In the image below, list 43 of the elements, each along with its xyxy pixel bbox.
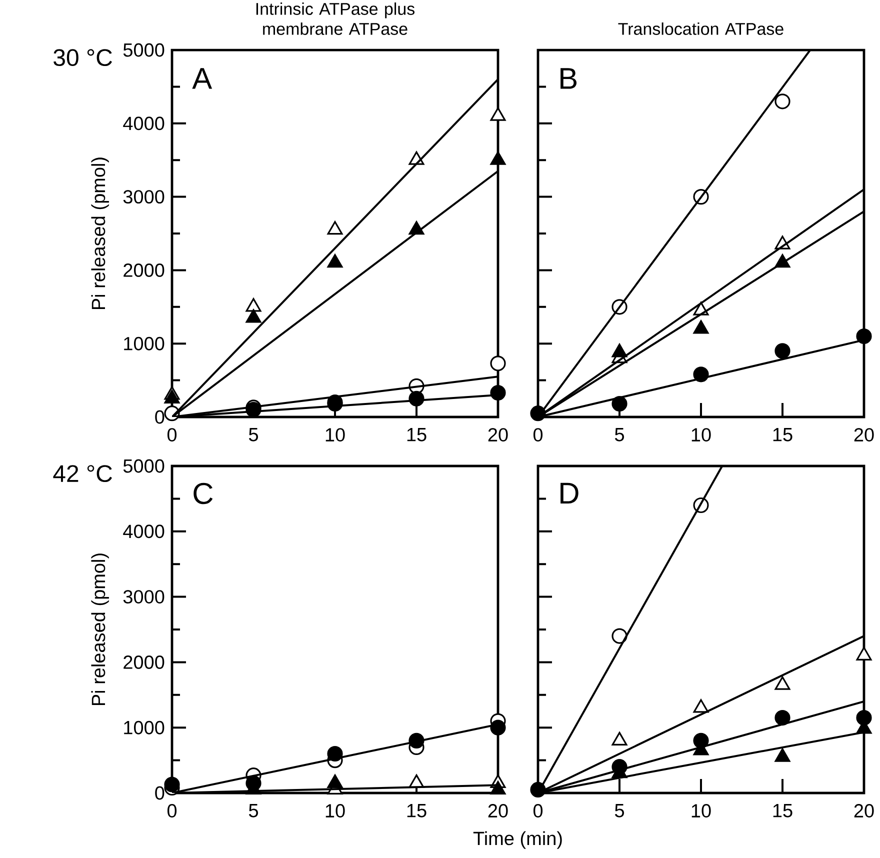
- text: 42 °C: [53, 465, 112, 482]
- text: 30 °C: [54, 49, 112, 66]
- y-tick-label: 2000: [124, 263, 164, 277]
- x-axis-title: Time (min): [473, 831, 562, 849]
- annotation: B: [560, 68, 577, 89]
- x-tick-label: 10: [692, 804, 711, 818]
- x-tick-label: 15: [407, 804, 426, 818]
- y-axis-title: Pi released (pmol): [91, 554, 109, 706]
- x-tick-label: 5: [248, 428, 258, 442]
- chart-title: Intrinsic ATPase plus membrane ATPase: [256, 2, 414, 35]
- x-tick-label: 5: [614, 428, 624, 442]
- y-tick-label: 5000: [123, 43, 164, 57]
- x-tick-label: 20: [854, 428, 874, 442]
- y-tick-label: 3000: [123, 190, 164, 204]
- x-tick-label: 10: [692, 428, 711, 442]
- x-tick-label: 15: [773, 804, 792, 818]
- x-tick-label: 0: [533, 804, 543, 818]
- y-tick-label: 1000: [124, 720, 164, 734]
- x-tick-label: 20: [488, 428, 508, 442]
- chart-title: Translocation ATPase: [618, 22, 784, 35]
- x-tick-label: 0: [533, 428, 543, 442]
- x-tick-label: 20: [854, 804, 874, 818]
- x-tick-label: 5: [614, 804, 624, 818]
- annotation: D: [560, 482, 578, 504]
- y-tick-label: 2000: [124, 655, 164, 669]
- y-axis-title: Pi released (pmol): [91, 158, 109, 310]
- x-tick-label: 5: [248, 804, 258, 818]
- y-tick-label: 4000: [123, 524, 164, 538]
- y-tick-label: 0: [155, 786, 164, 800]
- y-tick-label: 4000: [123, 116, 164, 130]
- y-tick-label: 5000: [123, 459, 164, 473]
- y-tick-label: 0: [155, 410, 164, 424]
- annotation: A: [192, 68, 212, 89]
- x-tick-label: 15: [407, 428, 426, 442]
- x-tick-label: 10: [326, 804, 345, 818]
- x-tick-label: 15: [773, 428, 792, 442]
- x-tick-label: 0: [167, 428, 177, 442]
- x-tick-label: 0: [167, 804, 177, 818]
- x-tick-label: 10: [326, 428, 345, 442]
- y-tick-label: 1000: [124, 336, 164, 350]
- x-tick-label: 20: [488, 804, 508, 818]
- annotation: C: [194, 482, 213, 504]
- y-tick-label: 3000: [123, 590, 164, 604]
